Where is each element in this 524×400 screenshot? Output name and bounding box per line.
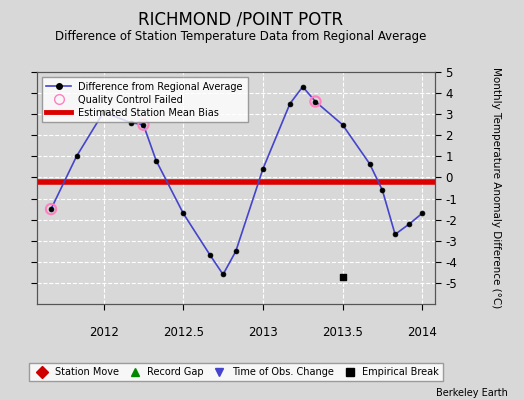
Text: 2013: 2013 — [248, 326, 278, 339]
Point — [47, 206, 55, 212]
Legend: Station Move, Record Gap, Time of Obs. Change, Empirical Break: Station Move, Record Gap, Time of Obs. C… — [29, 363, 443, 381]
Y-axis label: Monthly Temperature Anomaly Difference (°C): Monthly Temperature Anomaly Difference (… — [490, 67, 500, 309]
Point — [311, 98, 320, 105]
Point — [339, 273, 347, 280]
Text: Difference of Station Temperature Data from Regional Average: Difference of Station Temperature Data f… — [56, 30, 427, 43]
Text: 2013.5: 2013.5 — [322, 326, 363, 339]
Text: Berkeley Earth: Berkeley Earth — [436, 388, 508, 398]
Text: 2012: 2012 — [89, 326, 118, 339]
Text: RICHMOND /POINT POTR: RICHMOND /POINT POTR — [138, 10, 344, 28]
Text: 2012.5: 2012.5 — [163, 326, 204, 339]
Legend: Difference from Regional Average, Quality Control Failed, Estimated Station Mean: Difference from Regional Average, Qualit… — [41, 77, 248, 122]
Text: 2014: 2014 — [407, 326, 437, 339]
Point — [139, 122, 148, 128]
